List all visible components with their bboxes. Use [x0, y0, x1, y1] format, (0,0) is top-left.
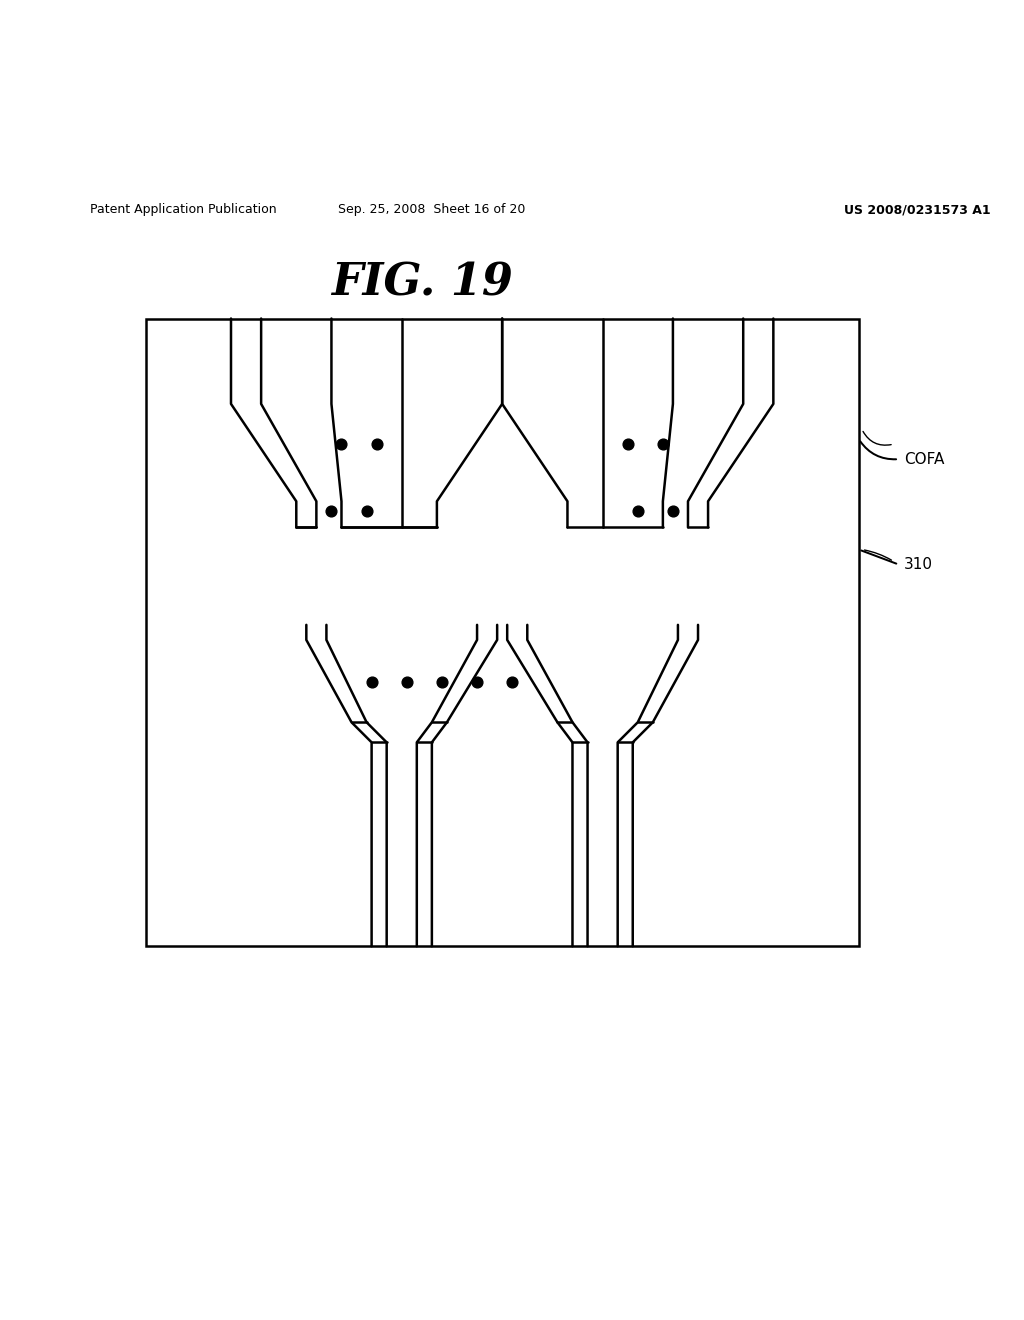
Text: COFA: COFA	[904, 451, 944, 467]
Point	[504, 672, 520, 693]
Point	[469, 672, 485, 693]
Point	[620, 433, 636, 454]
Text: 310: 310	[904, 557, 933, 572]
Text: Sep. 25, 2008  Sheet 16 of 20: Sep. 25, 2008 Sheet 16 of 20	[338, 203, 525, 216]
Text: Patent Application Publication: Patent Application Publication	[90, 203, 278, 216]
Point	[364, 672, 380, 693]
Point	[333, 433, 349, 454]
Point	[630, 500, 646, 521]
Point	[358, 500, 375, 521]
Point	[654, 433, 671, 454]
Point	[398, 672, 415, 693]
Text: FIG. 19: FIG. 19	[331, 261, 513, 305]
Bar	[145, 318, 859, 946]
Text: US 2008/0231573 A1: US 2008/0231573 A1	[844, 203, 990, 216]
Point	[665, 500, 681, 521]
Point	[369, 433, 385, 454]
Point	[434, 672, 451, 693]
Point	[324, 500, 340, 521]
